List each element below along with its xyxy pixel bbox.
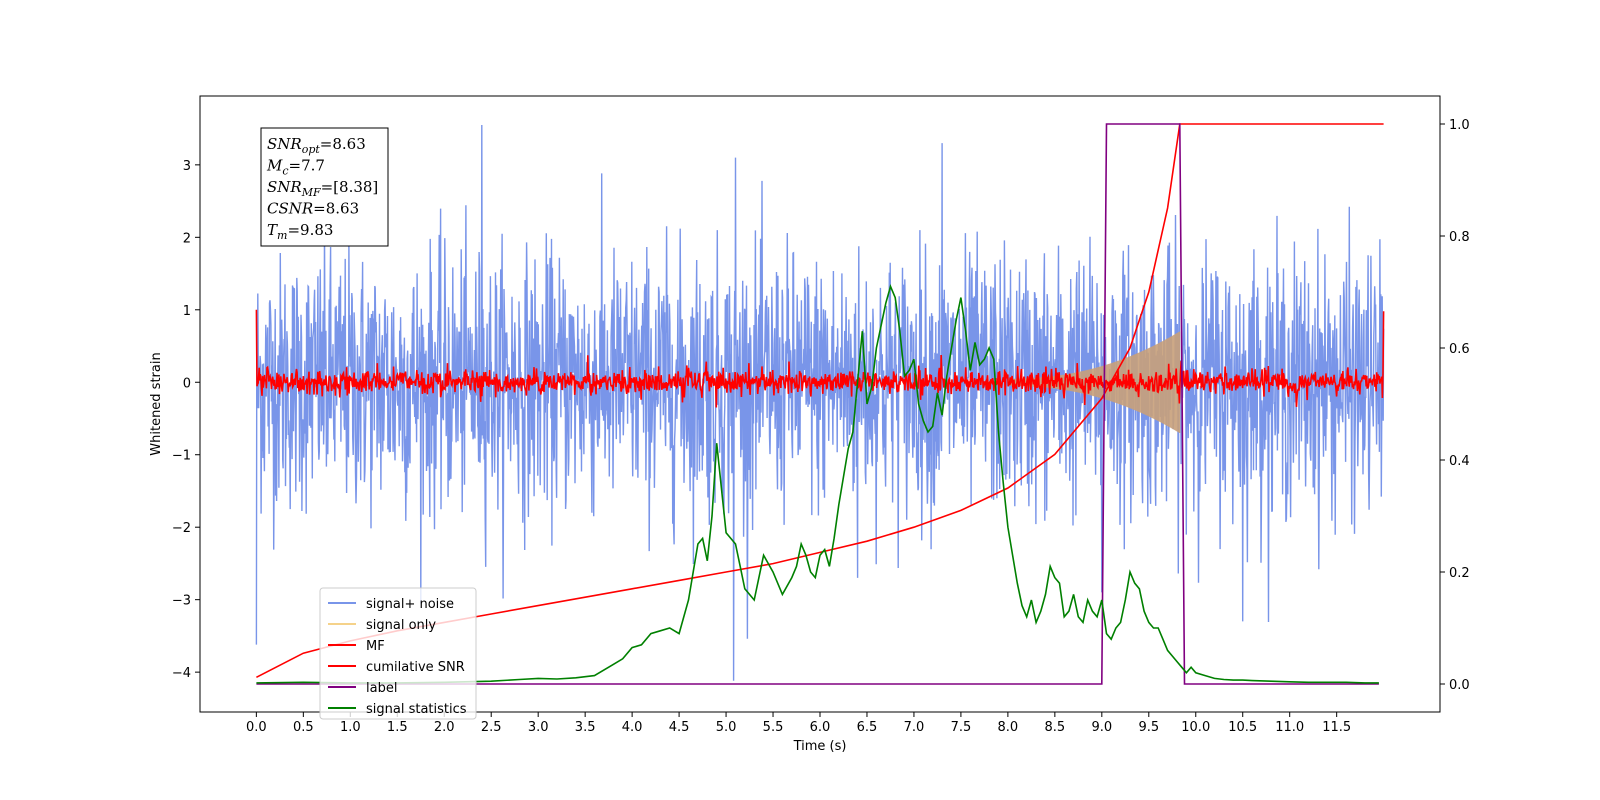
x-tick-label: 0.0 — [246, 720, 267, 735]
y2-tick-label: 0.2 — [1449, 566, 1470, 581]
y2-tick-label: 0.4 — [1449, 454, 1470, 469]
x-tick-label: 4.5 — [669, 720, 690, 735]
x-tick-label: 6.5 — [857, 720, 878, 735]
x-tick-label: 9.5 — [1138, 720, 1159, 735]
y-tick-label: 1 — [183, 304, 191, 319]
series-label — [256, 123, 1379, 685]
x-tick-label: 2.5 — [481, 720, 502, 735]
legend: signal+ noise signal only MF cumilative SNR… — [319, 587, 477, 720]
y2-tick-label: 0.0 — [1449, 678, 1470, 693]
y-tick-label: 3 — [183, 159, 191, 174]
x-tick-label: 7.5 — [951, 720, 972, 735]
x-axis-title: Time (s) — [793, 739, 847, 754]
series-signal-noise — [255, 124, 1385, 681]
legend-label-signal-only: signal only — [366, 618, 436, 633]
x-tick-label: 10.0 — [1181, 720, 1210, 735]
y-tick-label: 2 — [183, 231, 191, 246]
x-tick-label: 2.0 — [434, 720, 455, 735]
y2-tick-label: 1.0 — [1449, 118, 1470, 133]
x-tick-label: 11.0 — [1275, 720, 1304, 735]
x-tick-label: 10.5 — [1228, 720, 1257, 735]
legend-label-label: label — [366, 681, 397, 696]
x-tick-label: 7.0 — [904, 720, 925, 735]
x-tick-label: 0.5 — [293, 720, 314, 735]
legend-label-mf: MF — [366, 639, 385, 654]
series-mf — [255, 309, 1385, 408]
legend-label-cumilative-snr: cumilative SNR — [366, 660, 465, 675]
series-signal-statistics — [256, 283, 1379, 684]
annotation-line: Mc=7.7 — [266, 157, 325, 178]
x-tick-label: 3.0 — [528, 720, 549, 735]
noise-layer — [255, 124, 1385, 681]
x-tick-label: 6.0 — [810, 720, 831, 735]
annotation-line: SNRMF=[8.38] — [267, 178, 378, 199]
y-tick-label: −4 — [172, 666, 191, 681]
x-tick-label: 1.0 — [340, 720, 361, 735]
x-tick-label: 3.5 — [575, 720, 596, 735]
annotation-line: Tm=9.83 — [267, 221, 333, 242]
y2-tick-label: 0.8 — [1449, 230, 1470, 245]
legend-items: signal+ noise signal only MF cumilative SNR… — [328, 597, 467, 717]
y-tick-label: 0 — [183, 376, 191, 391]
y-axis-title: Whitened strain — [149, 352, 164, 455]
y2-tick-label: 0.6 — [1449, 342, 1470, 357]
legend-label-signal-statistics: signal statistics — [366, 702, 467, 717]
x-tick-label: 5.0 — [716, 720, 737, 735]
legend-frame — [319, 587, 477, 720]
axes-layer: 0.0 0.5 1.0 1.5 2.0 2.5 3.0 3.5 4.0 4.5 5.0 5.5 6.0 6… — [172, 118, 1470, 735]
legend-label-signal-noise: signal+ noise — [366, 597, 454, 612]
y-tick-label: −3 — [172, 594, 191, 609]
annotation-line: CSNR=8.63 — [267, 200, 359, 218]
x-tick-label: 1.5 — [387, 720, 408, 735]
x-tick-label: 11.5 — [1322, 720, 1351, 735]
y-tick-label: −1 — [172, 449, 191, 464]
x-tick-label: 4.0 — [622, 720, 643, 735]
x-tick-label: 8.0 — [998, 720, 1019, 735]
annotation-line: SNRopt=8.63 — [267, 135, 366, 156]
x-tick-label: 8.5 — [1045, 720, 1066, 735]
x-tick-label: 5.5 — [763, 720, 784, 735]
x-tick-label: 9.0 — [1091, 720, 1112, 735]
y-tick-label: −2 — [172, 521, 191, 536]
annotation-frame — [260, 127, 389, 247]
